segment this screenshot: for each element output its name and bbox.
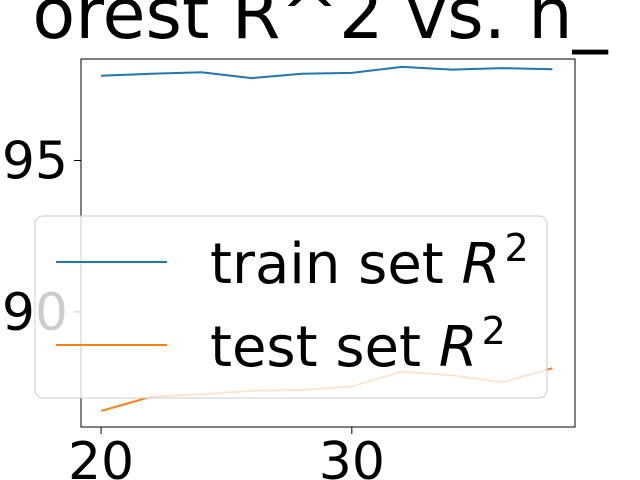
chart-title: orest R^2 vs. n_ (32, 0, 608, 55)
x-tick-label: 20 (68, 432, 134, 480)
series-line-0 (101, 65, 553, 80)
x-tick-label: 30 (319, 432, 385, 480)
y-tick-label: 95 (2, 131, 68, 191)
